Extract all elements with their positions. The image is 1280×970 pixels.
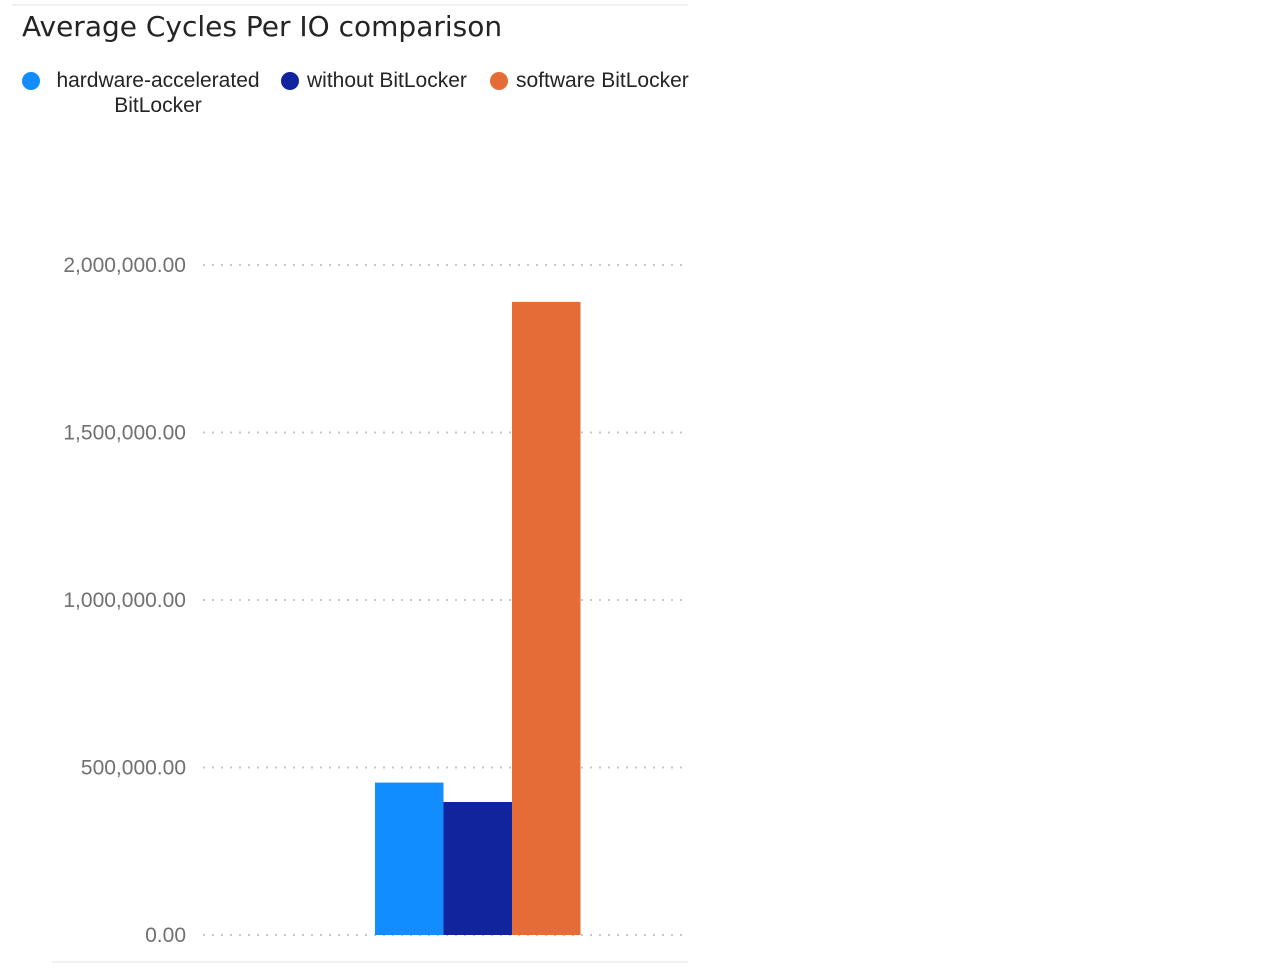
bar[interactable] xyxy=(443,802,513,935)
y-axis-ticks: 0.00 500,000.00 1,000,000.00 1,500,000.00 2,… xyxy=(63,254,186,947)
legend-item-without-bitlocker[interactable]: without BitLocker xyxy=(281,68,467,93)
legend-swatch-without-bitlocker xyxy=(281,72,299,90)
y-tick-label: 2,000,000.00 xyxy=(63,254,186,277)
legend-swatch-software-bitlocker xyxy=(490,72,508,90)
y-tick-label: 1,500,000.00 xyxy=(63,422,186,445)
chart-title: Average Cycles Per IO comparison xyxy=(22,10,503,43)
legend-label-without-bitlocker: without BitLocker xyxy=(307,69,467,92)
chart-card: Average Cycles Per IO comparison hardwar… xyxy=(12,4,689,963)
y-tick-label: 1,000,000.00 xyxy=(63,589,186,612)
bar-chart-plot: 0.00 500,000.00 1,000,000.00 1,500,000.00 2,… xyxy=(63,254,686,947)
legend-item-hardware-accelerated[interactable]: hardware-accelerated BitLocker xyxy=(22,68,268,118)
y-tick-label: 500,000.00 xyxy=(81,757,186,780)
legend-swatch-hardware-accelerated xyxy=(22,72,40,90)
bar[interactable] xyxy=(375,782,444,935)
y-tick-label: 0.00 xyxy=(145,924,186,947)
top-divider xyxy=(12,4,688,6)
bars xyxy=(375,301,581,936)
legend: hardware-accelerated BitLocker without B… xyxy=(22,68,702,128)
bottom-divider xyxy=(52,961,688,963)
bar[interactable] xyxy=(512,301,581,936)
legend-label-hardware-accelerated: hardware-accelerated BitLocker xyxy=(56,69,260,117)
legend-label-software-bitlocker: software BitLocker xyxy=(516,69,689,92)
legend-item-software-bitlocker[interactable]: software BitLocker xyxy=(490,68,689,93)
